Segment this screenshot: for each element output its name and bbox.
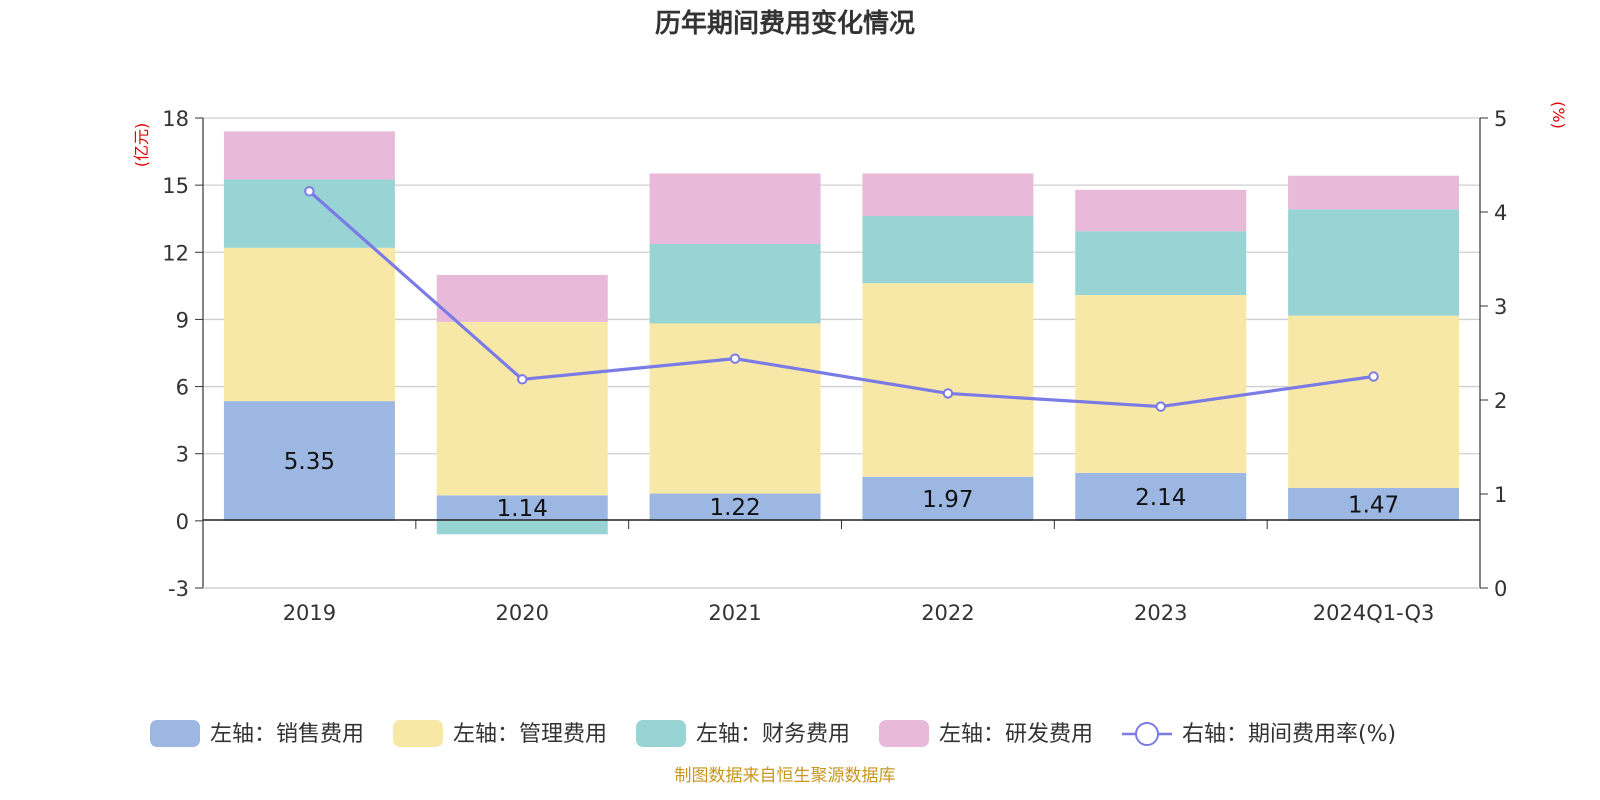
chart-title: 历年期间费用变化情况	[655, 8, 915, 39]
legend[interactable]: 左轴：销售费用 左轴：管理费用 左轴：财务费用 左轴：研发费用 右轴：期间费用率(%)	[150, 720, 1396, 747]
bar-value-label: 1.97	[922, 487, 973, 513]
bar-value-label: 1.47	[1348, 492, 1399, 518]
bar-segment	[1288, 209, 1460, 316]
bar-segment	[862, 283, 1034, 477]
bar-segment	[436, 321, 608, 496]
bar-value-label: 1.22	[709, 495, 760, 521]
bar-segment	[1075, 189, 1247, 232]
right-axis-unit: (%)	[1549, 101, 1568, 129]
left-tick-label: 12	[162, 241, 189, 265]
right-tick-label: 3	[1494, 295, 1507, 319]
rate-line-path	[308, 190, 1374, 409]
bar-segment	[862, 216, 1034, 284]
right-tick-label: 1	[1494, 483, 1507, 507]
legend-swatch-1	[393, 720, 443, 747]
rate-line	[304, 186, 1379, 412]
bar-segment	[1075, 231, 1247, 296]
bar-segment	[649, 323, 821, 494]
bar-segment	[223, 247, 395, 402]
rate-line-point	[1155, 401, 1166, 412]
source-footer: 制图数据来自恒生聚源数据库	[675, 766, 896, 786]
x-tick-label: 2024Q1-Q3	[1313, 601, 1435, 625]
x-tick-label: 2022	[921, 601, 974, 625]
bar-segment	[436, 274, 608, 322]
left-tick-label: 18	[162, 107, 189, 131]
bar-segment	[1288, 315, 1460, 488]
left-tick-label: 0	[176, 510, 189, 534]
bar-segment	[1288, 175, 1460, 210]
rate-line-point	[517, 374, 528, 385]
bar-segment	[1075, 472, 1247, 521]
left-tick-label: -3	[168, 577, 189, 601]
right-tick-label: 2	[1494, 389, 1507, 413]
left-axis-unit: (亿元)	[132, 123, 151, 168]
legend-swatch-2	[636, 720, 686, 747]
right-tick-label: 5	[1494, 107, 1507, 131]
grid	[203, 117, 1480, 589]
legend-label-4: 右轴：期间费用率(%)	[1182, 722, 1396, 747]
bar-segment	[862, 476, 1034, 521]
data-labels: 5.35 1.14 1.22 1.97 2.14 1.47	[284, 449, 1399, 522]
legend-swatch-3	[879, 720, 929, 747]
legend-label-3: 左轴：研发费用	[939, 722, 1093, 747]
legend-line-marker	[1135, 722, 1159, 746]
bar-segment	[1075, 295, 1247, 473]
legend-label-2: 左轴：财务费用	[696, 722, 850, 747]
bar-value-label: 1.14	[497, 496, 548, 522]
left-tick-label: 6	[176, 376, 189, 400]
bar-segment	[436, 495, 608, 521]
bar-segment	[1288, 487, 1460, 521]
left-tick-label: 3	[176, 443, 189, 467]
left-tick-label: 9	[176, 308, 189, 332]
left-tick-label: 15	[162, 174, 189, 198]
bar-value-label: 5.35	[284, 449, 335, 475]
x-tick-label: 2023	[1134, 601, 1187, 625]
bar-segment	[649, 173, 821, 245]
x-tick-label: 2021	[708, 601, 761, 625]
legend-swatch-0	[150, 720, 200, 747]
legend-label-1: 左轴：管理费用	[453, 722, 607, 747]
right-tick-label: 0	[1494, 577, 1507, 601]
bar-segment	[649, 493, 821, 521]
rate-line-point	[304, 186, 315, 197]
right-tick-label: 4	[1494, 201, 1507, 225]
rate-line-point	[729, 353, 741, 364]
bar-value-label: 2.14	[1135, 485, 1186, 511]
x-tick-label: 2020	[496, 601, 549, 625]
bars	[223, 131, 1460, 535]
rate-line-point	[1368, 371, 1379, 382]
bar-segment	[436, 520, 608, 535]
bar-segment	[862, 173, 1034, 217]
bar-segment	[649, 244, 821, 324]
bar-segment	[223, 131, 395, 180]
bar-segment	[223, 401, 395, 521]
legend-label-0: 左轴：销售费用	[210, 722, 364, 747]
rate-line-point	[942, 388, 954, 399]
x-tick-label: 2019	[283, 601, 336, 625]
